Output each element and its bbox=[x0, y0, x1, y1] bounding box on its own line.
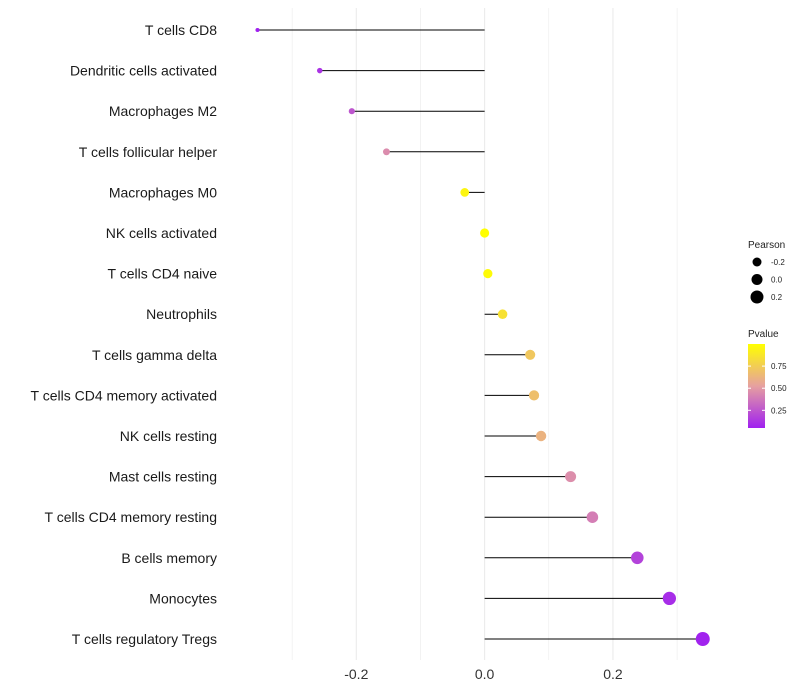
category-label: T cells gamma delta bbox=[92, 347, 217, 363]
point-layer bbox=[255, 27, 710, 646]
category-label: T cells regulatory Tregs bbox=[72, 631, 217, 647]
lollipop-point bbox=[565, 471, 577, 483]
grid-layer bbox=[291, 8, 678, 660]
category-label: T cells CD4 naive bbox=[108, 266, 218, 282]
category-label: T cells CD4 memory activated bbox=[31, 387, 217, 403]
category-label: NK cells activated bbox=[106, 225, 217, 241]
lollipop-point bbox=[528, 390, 540, 401]
x-tick-label: 0.2 bbox=[603, 666, 623, 682]
size-legend-key bbox=[750, 290, 764, 304]
category-label: Mast cells resting bbox=[109, 469, 217, 485]
size-legend: Pearson -0.2 0.0 0.2 bbox=[748, 240, 785, 304]
x-tick-label: 0.0 bbox=[475, 666, 495, 682]
lollipop-point bbox=[348, 108, 355, 115]
lollipop-point bbox=[460, 188, 470, 197]
size-legend-key bbox=[752, 257, 762, 267]
lollipop-point bbox=[631, 551, 644, 565]
color-legend-bar bbox=[748, 344, 765, 428]
lollipop-point bbox=[483, 268, 493, 279]
x-axis-ticks: -0.2 0.0 0.2 bbox=[344, 666, 623, 682]
lollipop-point bbox=[695, 632, 710, 646]
stem-layer bbox=[257, 29, 703, 640]
color-legend-label: 0.75 bbox=[771, 362, 787, 371]
lollipop-point bbox=[497, 309, 508, 319]
lollipop-point bbox=[317, 67, 323, 74]
size-legend-key bbox=[751, 274, 763, 285]
color-legend-label: 0.25 bbox=[771, 406, 787, 415]
category-label: Monocytes bbox=[149, 590, 217, 606]
category-label: B cells memory bbox=[121, 550, 217, 566]
lollipop-point bbox=[480, 228, 490, 238]
size-legend-label: -0.2 bbox=[771, 258, 785, 267]
lollipop-point bbox=[535, 430, 547, 442]
category-label: T cells CD4 memory resting bbox=[45, 509, 217, 525]
category-label: Dendritic cells activated bbox=[70, 63, 217, 79]
category-label: T cells CD8 bbox=[145, 22, 217, 38]
color-legend-title: Pvalue bbox=[748, 329, 779, 340]
size-legend-title: Pearson bbox=[748, 240, 785, 251]
lollipop-point bbox=[662, 591, 677, 606]
lollipop-point bbox=[586, 511, 599, 523]
category-label: Macrophages M0 bbox=[109, 184, 217, 200]
color-legend-label: 0.50 bbox=[771, 384, 787, 393]
category-label: Macrophages M2 bbox=[109, 103, 217, 119]
size-legend-label: 0.0 bbox=[771, 276, 783, 285]
category-label: T cells follicular helper bbox=[79, 144, 218, 160]
x-tick-label: -0.2 bbox=[344, 666, 368, 682]
category-labels: T cells CD8 Dendritic cells activated Macr… bbox=[31, 22, 218, 647]
lollipop-point bbox=[525, 349, 536, 360]
lollipop-point bbox=[382, 148, 390, 156]
category-label: NK cells resting bbox=[120, 428, 217, 444]
size-legend-label: 0.2 bbox=[771, 293, 783, 302]
color-legend: Pvalue 0.75 0.50 0.25 bbox=[748, 329, 787, 428]
lollipop-point bbox=[255, 27, 260, 33]
category-label: Neutrophils bbox=[146, 306, 217, 322]
